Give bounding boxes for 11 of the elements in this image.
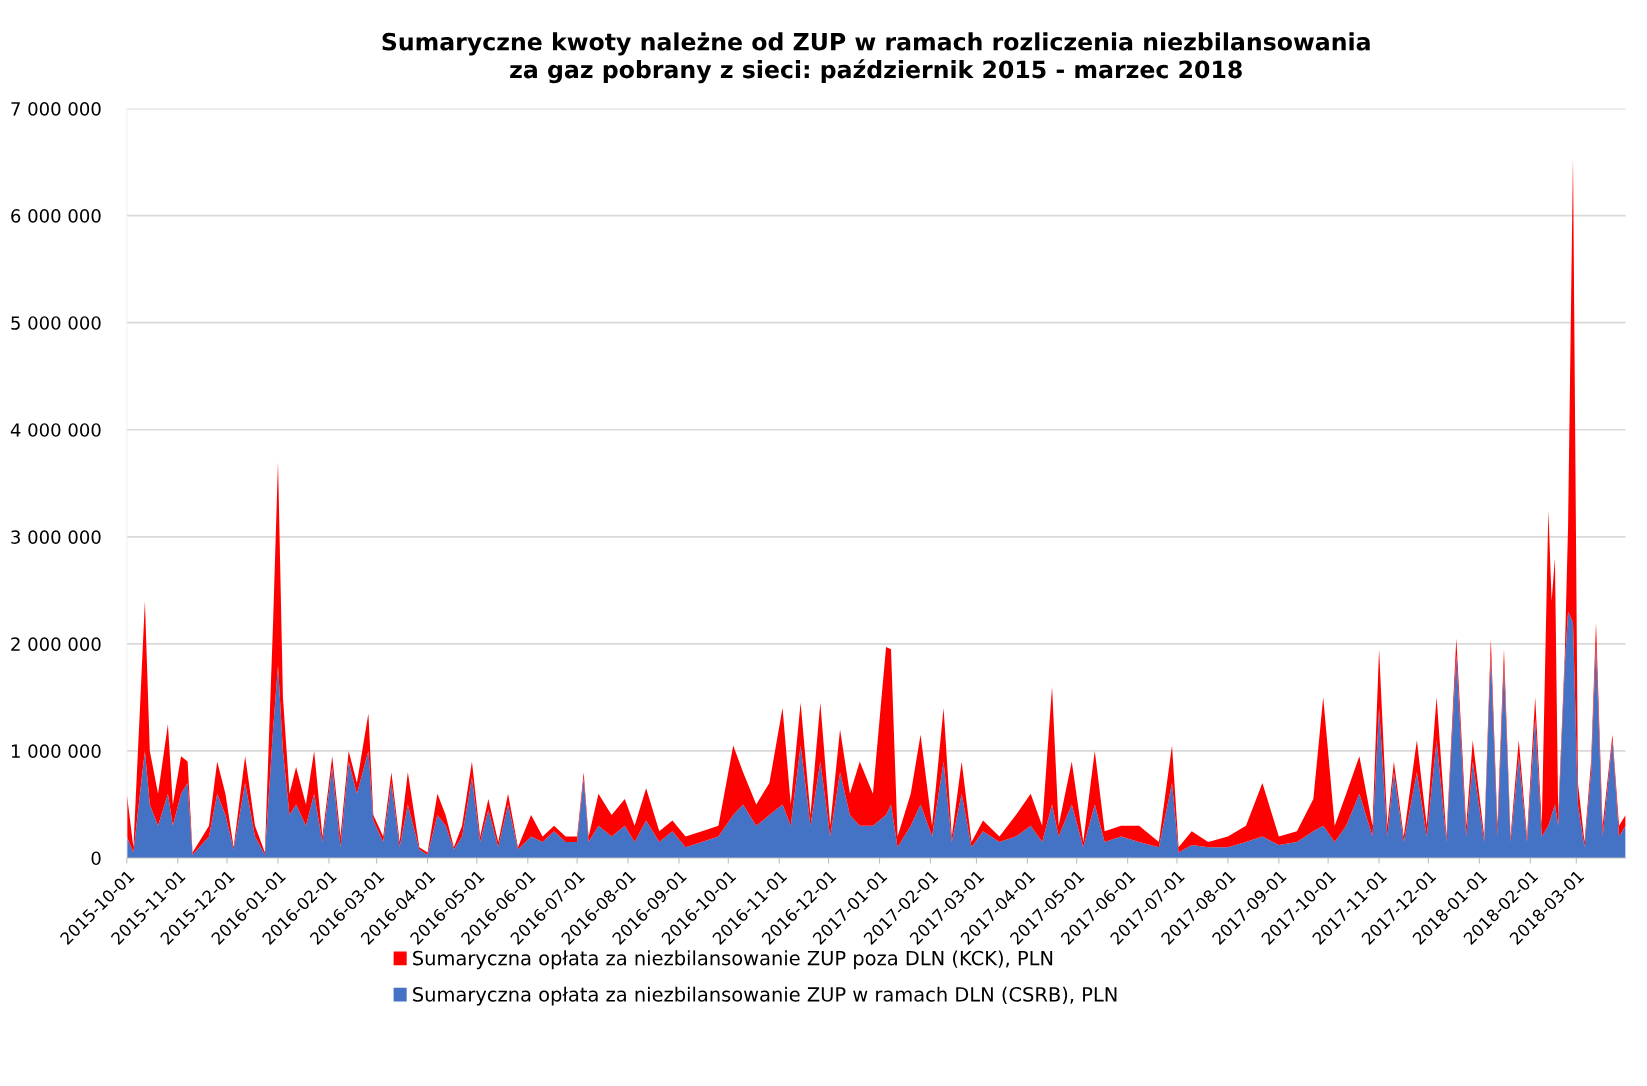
- y-tick-label: 5 000 000: [11, 316, 101, 330]
- y-tick-label: 2 000 000: [11, 637, 101, 651]
- y-tick-label: 4 000 000: [10, 423, 101, 437]
- chart-title: Sumaryczne kwoty należne od ZUP w ramach rozliczenia niezbilansowania za gaz pobrany z sieci: październik 2015 - marzec 2018: [382, 32, 1370, 84]
- legend-label: Sumaryczna opłata za niezbilansowanie ZUP w ramach DLN (CSRB), PLN: [413, 986, 1117, 1006]
- y-tick-label: 6 000 000: [11, 209, 101, 223]
- y-tick-label: 1 000 000: [11, 744, 101, 759]
- y-tick-label: 7 000 000: [11, 102, 101, 116]
- legend-label: Sumaryczna opłata za niezbilansowanie ZUP poza DLN (KCK), PLN: [413, 950, 1053, 970]
- y-tick-label: 3 000 000: [11, 530, 101, 544]
- y-tick-label: 0: [91, 851, 101, 866]
